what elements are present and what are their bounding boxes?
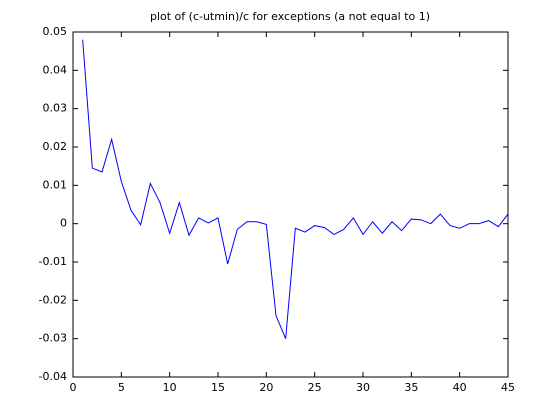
- y-tick-label: 0.02: [43, 140, 68, 153]
- y-tick-label: -0.01: [39, 255, 67, 268]
- x-tick-label: 20: [259, 381, 273, 394]
- data-line: [82, 39, 509, 339]
- x-tick-label: 5: [118, 381, 125, 394]
- x-tick-label: 0: [70, 381, 77, 394]
- y-tick-label: 0.03: [43, 102, 68, 115]
- x-tick-label: 15: [211, 381, 225, 394]
- y-tick-label: 0.01: [43, 178, 68, 191]
- x-tick-label: 25: [308, 381, 322, 394]
- y-tick-label: 0.04: [43, 63, 68, 76]
- x-tick-label: 35: [404, 381, 418, 394]
- x-tick-label: 30: [356, 381, 370, 394]
- axes-box: [72, 31, 509, 378]
- x-tick-label: 40: [453, 381, 467, 394]
- x-tick-label: 10: [163, 381, 177, 394]
- y-tick-label: -0.03: [39, 332, 67, 345]
- y-tick-label: -0.04: [39, 370, 67, 383]
- x-tick-label: 45: [501, 381, 515, 394]
- y-tick-label: 0: [60, 217, 67, 230]
- y-tick-label: -0.02: [39, 293, 67, 306]
- chart-title: plot of (c-utmin)/c for exceptions (a no…: [150, 10, 430, 23]
- y-tick-label: 0.05: [43, 25, 68, 38]
